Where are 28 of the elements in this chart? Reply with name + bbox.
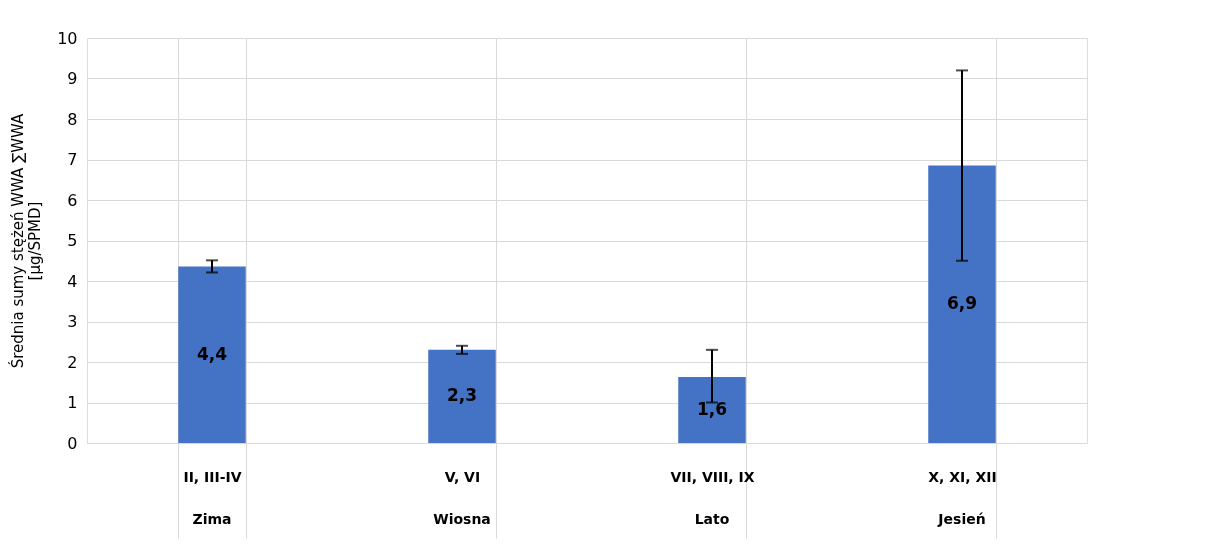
data-label: 6,9 <box>946 293 978 314</box>
bar <box>178 266 246 443</box>
text: Wiosna <box>433 511 491 527</box>
y-tick-label: 5 <box>67 231 78 250</box>
text: Zima <box>192 511 232 527</box>
data-label: 2,3 <box>446 385 478 406</box>
y-tick-label: 3 <box>67 312 78 331</box>
y-tick-label: 8 <box>67 109 78 129</box>
bar <box>928 165 996 443</box>
x-tick-label: II, III-IV <box>183 468 242 485</box>
bar <box>428 349 496 443</box>
y-axis-title: Średnia sumy stężeń WWA ∑WWA [µg/SPMD] <box>8 112 45 369</box>
data-label: 1,6 <box>696 398 728 419</box>
y-tick-label: 9 <box>67 69 78 88</box>
text: Lato <box>694 511 730 527</box>
x-tick-label: V, VI <box>444 468 481 485</box>
x-tick-label: X, XI, XII <box>928 468 997 485</box>
text: Jesień <box>937 511 986 527</box>
y-tick-label: 2 <box>67 352 78 372</box>
data-label: 4,4 <box>196 343 228 364</box>
y-tick-label: 4 <box>67 271 78 291</box>
x-tick-label: VII, VIII, IX <box>670 468 755 485</box>
y-tick-label: 10 <box>57 28 78 48</box>
y-tick-label: 0 <box>67 433 78 453</box>
y-tick-label: 1 <box>67 393 78 412</box>
y-tick-label: 6 <box>67 190 78 210</box>
y-tick-label: 7 <box>67 150 78 169</box>
bar <box>678 376 746 443</box>
